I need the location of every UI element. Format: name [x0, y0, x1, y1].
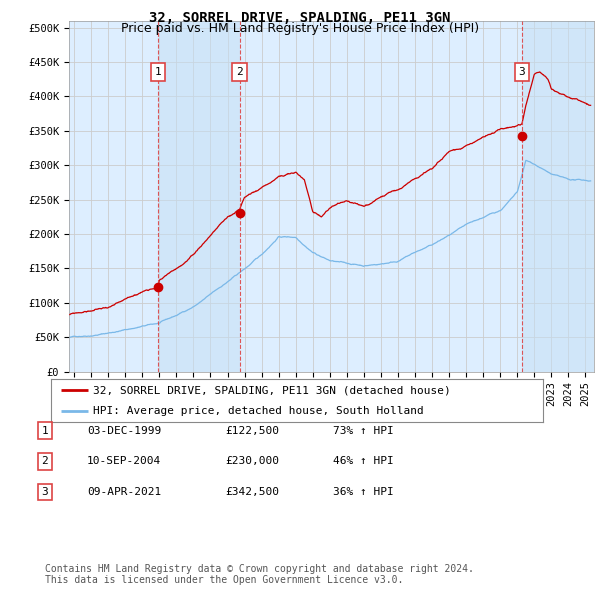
- Text: 10-SEP-2004: 10-SEP-2004: [87, 457, 161, 466]
- Text: £122,500: £122,500: [225, 426, 279, 435]
- Text: 46% ↑ HPI: 46% ↑ HPI: [333, 457, 394, 466]
- Text: 3: 3: [41, 487, 49, 497]
- Text: 32, SORREL DRIVE, SPALDING, PE11 3GN: 32, SORREL DRIVE, SPALDING, PE11 3GN: [149, 11, 451, 25]
- Text: 3: 3: [518, 67, 525, 77]
- Text: 73% ↑ HPI: 73% ↑ HPI: [333, 426, 394, 435]
- Text: Contains HM Land Registry data © Crown copyright and database right 2024.
This d: Contains HM Land Registry data © Crown c…: [45, 563, 474, 585]
- Text: 2: 2: [41, 457, 49, 466]
- Bar: [158, 21, 239, 372]
- Text: £342,500: £342,500: [225, 487, 279, 497]
- Text: 36% ↑ HPI: 36% ↑ HPI: [333, 487, 394, 497]
- Text: 1: 1: [41, 426, 49, 435]
- Text: 32, SORREL DRIVE, SPALDING, PE11 3GN (detached house): 32, SORREL DRIVE, SPALDING, PE11 3GN (de…: [93, 385, 451, 395]
- Text: Price paid vs. HM Land Registry's House Price Index (HPI): Price paid vs. HM Land Registry's House …: [121, 22, 479, 35]
- Text: 1: 1: [155, 67, 161, 77]
- Text: £230,000: £230,000: [225, 457, 279, 466]
- Text: 2: 2: [236, 67, 243, 77]
- Text: 03-DEC-1999: 03-DEC-1999: [87, 426, 161, 435]
- Text: 09-APR-2021: 09-APR-2021: [87, 487, 161, 497]
- Bar: [522, 21, 594, 372]
- Text: HPI: Average price, detached house, South Holland: HPI: Average price, detached house, Sout…: [93, 406, 424, 416]
